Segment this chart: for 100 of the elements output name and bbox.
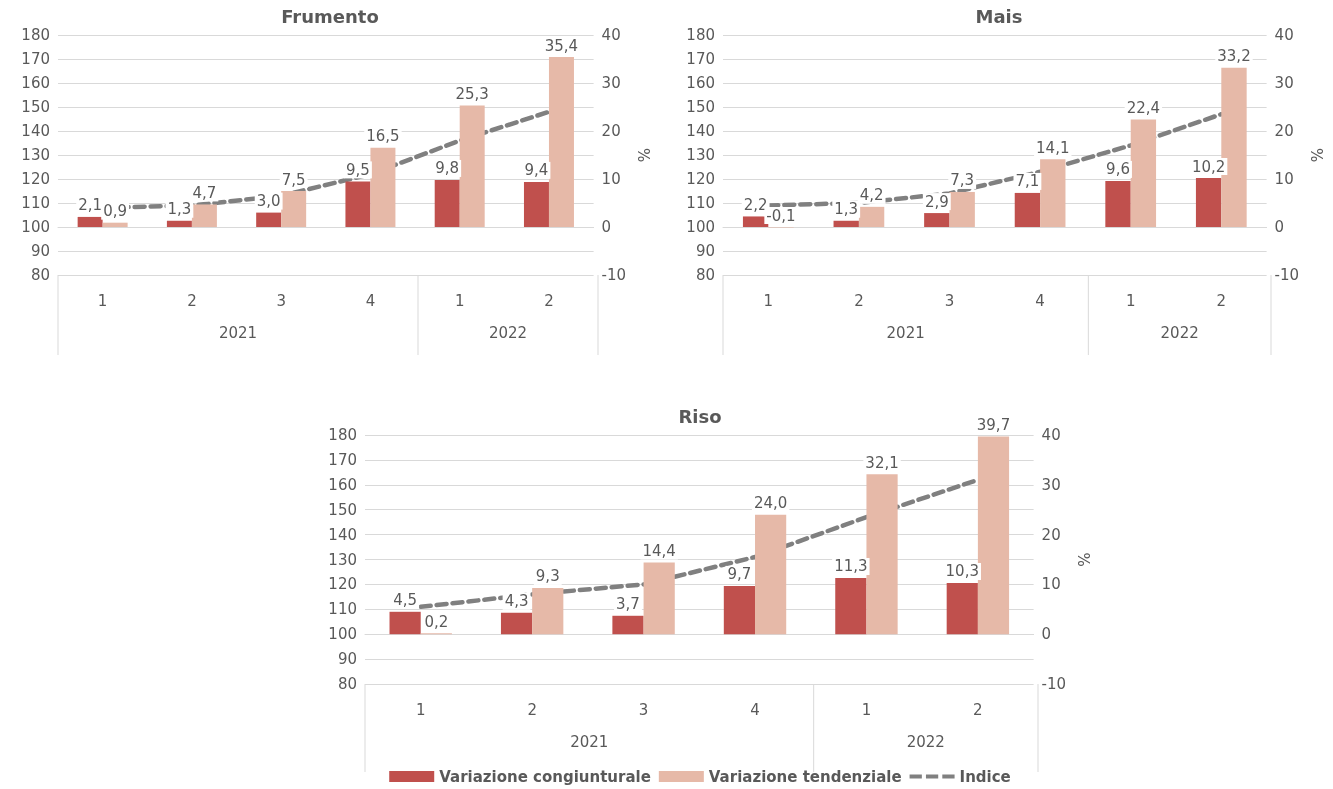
bar	[532, 587, 564, 635]
y-tick-label: 80	[30, 266, 50, 284]
y-tick-label: 150	[21, 98, 50, 116]
bar	[835, 577, 867, 635]
x-tick-label: 3	[944, 291, 955, 310]
y-tick-label: 150	[328, 500, 357, 519]
y2-tick-label: 30	[1274, 74, 1294, 92]
data-label: 2,2	[743, 195, 768, 214]
bar	[1105, 180, 1131, 227]
y-tick-label: 80	[337, 675, 357, 693]
data-label: 3,7	[616, 595, 640, 614]
bar	[256, 212, 282, 227]
text: 2022	[488, 324, 528, 342]
x-tick-label: 4	[750, 700, 760, 719]
data-label: 39,7	[976, 415, 1011, 434]
bar	[723, 585, 756, 635]
legend-label: Indice	[959, 767, 1011, 786]
bar	[166, 220, 192, 227]
data-label: 33,2	[1217, 47, 1251, 66]
y-tick-label: 170	[328, 450, 357, 469]
y-tick-label: 180	[21, 26, 50, 44]
y2-axis-title: %	[1308, 147, 1327, 163]
y-tick-label: 100	[328, 625, 357, 644]
chart-title: Frumento	[281, 5, 379, 27]
data-label: 1,3	[167, 200, 192, 219]
y-tick-label: 100	[21, 218, 50, 236]
x-tick-label: 2	[973, 700, 983, 719]
y-tick-label: 160	[21, 74, 50, 92]
y2-tick-label: 10	[1041, 575, 1061, 594]
x-tick-label: 1	[1125, 291, 1136, 310]
data-label: 22,4	[1126, 98, 1161, 117]
y2-tick-label: 40	[601, 26, 621, 44]
x-tick-label: 1	[454, 291, 465, 310]
y2-tick-label: 30	[601, 74, 621, 92]
y2-tick-label: 20	[601, 122, 621, 140]
text: 2021	[218, 324, 258, 342]
bar	[1014, 192, 1041, 227]
data-label: 9,3	[535, 567, 560, 586]
bar	[434, 179, 460, 227]
data-label: 3,0	[256, 192, 281, 211]
legend-label: Variazione congiunturale	[439, 767, 651, 786]
y-tick-label: 120	[328, 575, 357, 594]
data-label: 32,1	[865, 453, 899, 472]
y2-axis-title: %	[1075, 552, 1094, 567]
x-tick-label: 2	[527, 700, 537, 719]
y-tick-label: 90	[30, 242, 50, 260]
y2-tick-label: -10	[1274, 266, 1300, 284]
y2-tick-label: 20	[1274, 122, 1294, 140]
y-tick-label: 120	[686, 170, 715, 188]
data-label: 14,1	[1036, 138, 1070, 157]
y2-tick-label: 30	[1041, 475, 1061, 494]
bar	[1040, 159, 1066, 227]
text: 2021	[886, 324, 925, 342]
x-tick-label: 4	[1035, 291, 1045, 310]
chart-title: Mais	[975, 5, 1023, 27]
x-tick-label: 2	[187, 291, 197, 310]
bar	[1130, 119, 1157, 227]
data-label: 10,2	[1191, 157, 1226, 176]
text: 2021	[570, 733, 609, 751]
y-tick-label: 110	[21, 194, 50, 212]
data-label: 35,4	[544, 36, 579, 55]
bar	[370, 147, 396, 227]
y2-tick-label: -10	[601, 266, 627, 284]
data-label: 9,4	[524, 161, 549, 180]
x-tick-label: 3	[276, 291, 286, 310]
data-label: 14,4	[642, 541, 676, 560]
y-tick-label: 140	[328, 525, 357, 544]
y-tick-label: 170	[21, 50, 50, 68]
y-tick-label: 80	[695, 266, 715, 284]
data-label: 7,3	[950, 171, 975, 190]
data-label: 10,3	[945, 562, 979, 581]
data-label: 4,2	[859, 186, 884, 205]
data-label: 2,9	[924, 192, 949, 211]
bar	[345, 181, 371, 227]
y2-tick-label: 0	[1041, 625, 1052, 644]
bar	[612, 615, 644, 635]
data-label: 9,8	[435, 159, 460, 178]
bar	[833, 220, 859, 227]
text: 2022	[1160, 324, 1199, 342]
data-label: 4,5	[393, 591, 418, 610]
y-tick-label: 110	[686, 194, 715, 212]
y-tick-label: 140	[686, 122, 715, 140]
x-tick-label: 2	[1216, 291, 1227, 310]
y-tick-label: 90	[337, 650, 357, 669]
y-tick-label: 160	[328, 475, 357, 494]
bar	[866, 474, 898, 635]
data-label: 7,1	[1015, 172, 1040, 191]
x-tick-label: 1	[415, 700, 426, 719]
data-label: 9,6	[1106, 160, 1130, 179]
y-tick-label: 90	[695, 242, 715, 260]
legend-label: Variazione tendenziale	[708, 767, 902, 786]
x-tick-label: 4	[365, 291, 376, 310]
x-tick-label: 1	[861, 700, 872, 719]
bar	[548, 57, 574, 227]
y2-tick-label: 40	[1274, 26, 1294, 44]
y-tick-label: 160	[686, 74, 715, 92]
bar	[459, 105, 485, 227]
bar	[924, 213, 950, 227]
y-tick-label: 130	[686, 146, 715, 164]
data-label: 4,3	[504, 592, 529, 611]
